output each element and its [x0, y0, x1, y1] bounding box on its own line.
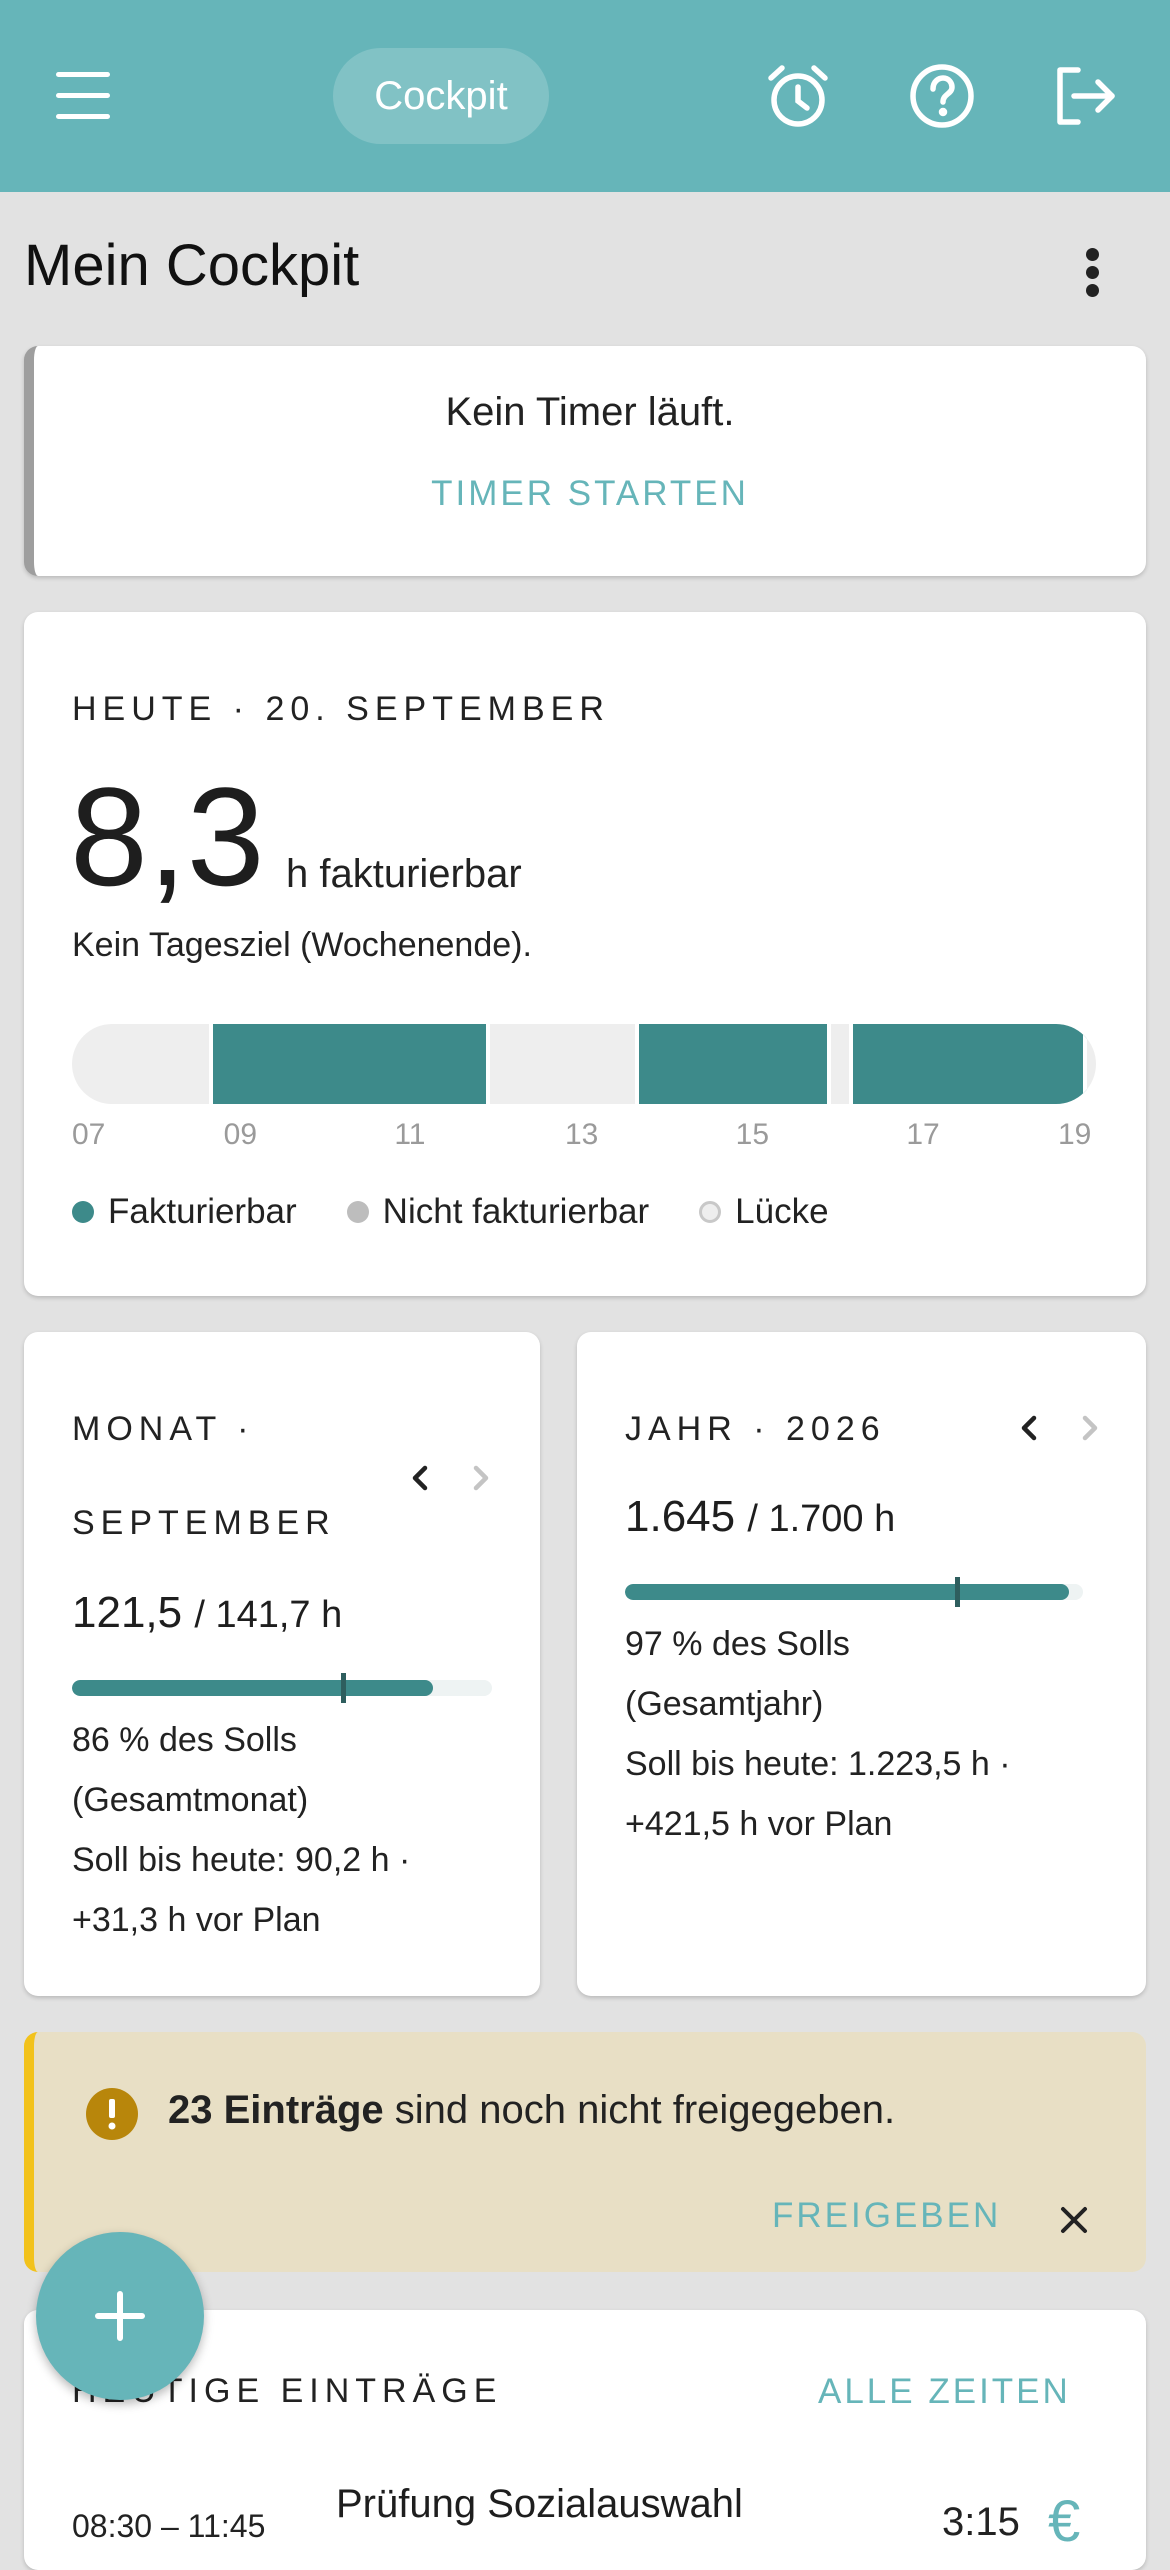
timer-status-text: Kein Timer läuft.: [445, 390, 735, 434]
year-percent-text: 97 % des Solls: [625, 1625, 850, 1663]
month-hours: 121,5 / 141,7 h: [72, 1588, 342, 1638]
timeline-tick-label: 15: [735, 1118, 770, 1151]
month-next-chevron-icon[interactable]: [461, 1458, 501, 1498]
alert-message: 23 Einträge sind noch nicht freigegeben.: [168, 2088, 895, 2133]
alarm-clock-icon[interactable]: [762, 60, 834, 132]
year-hours: 1.645 / 1.700 h: [625, 1492, 895, 1542]
year-heading: JAHR · 2026: [625, 1410, 886, 1448]
entry-time: 08:30 – 11:45: [72, 2508, 266, 2544]
year-scope-text: (Gesamtjahr): [625, 1685, 824, 1723]
alert-message-rest: sind noch nicht freigegeben.: [383, 2088, 896, 2132]
year-hours-target: / 1.700 h: [747, 1498, 896, 1540]
entry-title: Prüfung Sozialauswahl: [336, 2482, 743, 2526]
logout-icon[interactable]: [1048, 60, 1120, 132]
add-entry-button[interactable]: [36, 2232, 204, 2400]
year-target-marker: [954, 1577, 960, 1607]
timer-card: Kein Timer läuft. TIMER STARTEN: [24, 346, 1146, 576]
legend-item: Fakturierbar: [72, 1192, 297, 1232]
legend-item: Nicht fakturierbar: [346, 1192, 650, 1232]
timeline-tick-label: 19: [1058, 1118, 1092, 1151]
year-todate-text: Soll bis heute: 1.223,5 h ·: [625, 1745, 1011, 1783]
year-card: JAHR · 2026 1.645 / 1.700 h 97 % des Sol…: [577, 1332, 1146, 1996]
day-goal-text: Kein Tagesziel (Wochenende).: [72, 926, 532, 964]
legend-label: Nicht fakturierbar: [382, 1192, 650, 1231]
year-ahead-text: +421,5 h vor Plan: [625, 1805, 893, 1843]
timeline-block-billable: [635, 1024, 832, 1104]
legend-dot: [72, 1201, 94, 1223]
menu-icon[interactable]: [52, 72, 114, 120]
warning-icon: [84, 2086, 140, 2142]
day-timeline: [72, 1024, 1096, 1104]
month-progress-bar: [72, 1680, 492, 1696]
all-times-link[interactable]: ALLE ZEITEN: [818, 2372, 1071, 2411]
month-prev-chevron-icon[interactable]: [400, 1458, 440, 1498]
legend-item: Lücke: [699, 1192, 829, 1232]
timeline-tick-label: 07: [72, 1118, 106, 1151]
timeline-block-billable: [848, 1024, 1088, 1104]
year-hours-actual: 1.645: [625, 1492, 736, 1541]
timeline-tick-label: 17: [906, 1118, 940, 1151]
month-ahead-text: +31,3 h vor Plan: [72, 1901, 321, 1939]
year-prev-chevron-icon[interactable]: [1009, 1408, 1049, 1448]
legend-dot: [346, 1201, 369, 1223]
timeline-tick-label: 11: [394, 1118, 426, 1151]
timeline-block-billable: [208, 1024, 491, 1104]
more-options-icon[interactable]: [1062, 236, 1122, 306]
month-progress-fill: [72, 1680, 434, 1696]
entry-duration: 3:15: [942, 2500, 1020, 2544]
timeline-tick-label: 13: [565, 1118, 599, 1151]
legend-label: Fakturierbar: [108, 1192, 297, 1231]
month-scope-text: (Gesamtmonat): [72, 1781, 309, 1819]
year-progress-fill: [625, 1584, 1070, 1600]
month-card: MONAT · SEPTEMBER 121,5 / 141,7 h 86 % d…: [24, 1332, 540, 1996]
today-hours-unit: h fakturierbar: [286, 852, 522, 896]
billable-euro-icon: €: [1048, 2489, 1081, 2554]
year-next-chevron-icon[interactable]: [1070, 1408, 1110, 1448]
approval-alert: 23 Einträge sind noch nicht freigegeben.…: [24, 2032, 1146, 2272]
app-bar: Cockpit: [0, 0, 1170, 192]
legend-dot: [699, 1201, 722, 1223]
year-progress-bar: [625, 1584, 1083, 1600]
plus-icon: [95, 2291, 145, 2341]
nav-cockpit-tab[interactable]: Cockpit: [333, 48, 549, 144]
timeline-tick-label: 09: [223, 1118, 258, 1151]
timeline-legend: Fakturierbar Nicht fakturierbar Lücke: [72, 1192, 879, 1232]
month-hours-actual: 121,5: [72, 1588, 183, 1637]
month-todate-text: Soll bis heute: 90,2 h ·: [72, 1841, 411, 1879]
today-card: HEUTE · 20. SEPTEMBER 8,3 h fakturierbar…: [24, 612, 1146, 1296]
start-timer-button[interactable]: TIMER STARTEN: [431, 474, 749, 513]
month-hours-target: / 141,7 h: [194, 1594, 343, 1636]
approve-button[interactable]: FREIGEBEN: [772, 2196, 1002, 2235]
close-icon[interactable]: [1054, 2200, 1094, 2240]
month-target-marker: [340, 1673, 346, 1703]
month-heading-line2: SEPTEMBER: [72, 1504, 336, 1542]
month-heading-line1: MONAT ·: [72, 1410, 255, 1448]
help-circle-icon[interactable]: [906, 60, 978, 132]
today-billable-hours: 8,3: [70, 758, 265, 915]
today-heading: HEUTE · 20. SEPTEMBER: [72, 690, 610, 728]
alert-count: 23 Einträge: [168, 2088, 384, 2132]
month-percent-text: 86 % des Solls: [72, 1721, 297, 1759]
page-title: Mein Cockpit: [24, 233, 360, 298]
legend-label: Lücke: [735, 1192, 829, 1231]
